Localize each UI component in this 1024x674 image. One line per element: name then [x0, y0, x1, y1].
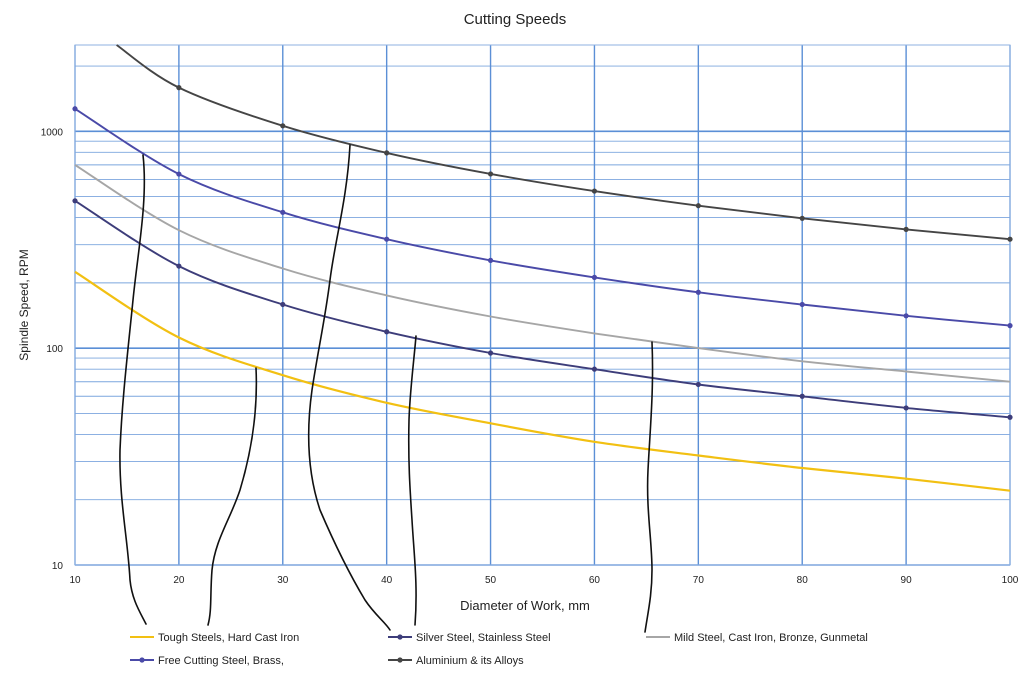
series-5-point: [487, 171, 494, 177]
legend-entry-label: Tough Steels, Hard Cast Iron: [158, 632, 299, 644]
x-tick-label: 100: [1002, 575, 1019, 586]
series-5-point: [1007, 236, 1013, 242]
series-4-point: [176, 171, 182, 177]
series-4-point: [591, 274, 598, 280]
series-2-point: [487, 350, 494, 356]
handwritten-annotations: [119, 144, 654, 633]
series-2-point: [695, 381, 701, 388]
x-tick-label: 50: [485, 575, 497, 586]
series-line-1: [74, 270, 1011, 492]
series-2-point: [1007, 414, 1013, 420]
series-5-point: [384, 150, 390, 156]
pen-annotation-stroke: [407, 335, 417, 626]
series-2-point: [72, 198, 78, 204]
legend: Tough Steels, Hard Cast Iron Silver Steel…: [130, 632, 868, 667]
x-tick-label: 30: [277, 575, 289, 586]
series-4-point: [384, 236, 390, 242]
series-line-3: [74, 164, 1011, 383]
pen-annotation-stroke: [644, 341, 654, 633]
series-line-5: [116, 44, 1011, 241]
pen-annotation-stroke: [307, 144, 391, 631]
y-axis-title: Spindle Speed, RPM: [17, 249, 31, 360]
y-tick-label: 1000: [41, 127, 64, 138]
x-tick-label: 90: [901, 575, 913, 586]
series-4-point: [280, 209, 286, 215]
series-5-point: [695, 203, 701, 209]
series-4-point: [799, 301, 805, 308]
chart-title: Cutting Speeds: [464, 11, 567, 28]
series-line-4: [74, 107, 1011, 327]
series-5-point: [903, 226, 909, 232]
x-tick-label: 60: [589, 575, 601, 586]
plot-area-border: [74, 44, 1011, 566]
series-lines: [72, 44, 1013, 492]
series-4-point: [695, 289, 701, 295]
series-line-2: [74, 199, 1011, 419]
series-2-point: [384, 329, 390, 335]
series-4-point: [903, 313, 909, 319]
series-5-point: [176, 85, 182, 91]
tick-labels: 10 20 30 40 50 60 70 80 90 100 10 100 1000: [41, 127, 1019, 586]
series-4-point: [1007, 323, 1013, 329]
x-tick-label: 20: [173, 575, 185, 586]
legend-entry-label: Silver Steel, Stainless Steel: [416, 632, 551, 644]
x-tick-label: 10: [69, 575, 81, 586]
x-axis-title: Diameter of Work, mm: [460, 598, 590, 613]
x-tick-label: 40: [381, 575, 393, 586]
legend-swatch-marker: [397, 657, 403, 663]
series-2-point: [799, 393, 805, 399]
series-5-point: [799, 215, 805, 221]
x-tick-label: 70: [693, 575, 705, 586]
y-tick-label: 100: [46, 344, 63, 355]
legend-swatch-marker: [139, 657, 145, 663]
grid: [74, 44, 1011, 566]
y-tick-label: 10: [52, 561, 64, 572]
series-2-point: [903, 405, 909, 411]
series-2-point: [176, 263, 182, 269]
pen-annotation-stroke: [119, 154, 147, 625]
legend-entry-label: Free Cutting Steel, Brass,: [158, 655, 284, 667]
series-4-point: [487, 257, 494, 263]
series-2-point: [591, 366, 598, 372]
pen-annotation-stroke: [207, 367, 258, 626]
series-2-point: [280, 301, 286, 308]
legend-entry-label: Aluminium & its Alloys: [416, 655, 524, 667]
series-4-point: [72, 106, 78, 112]
legend-entry-label: Mild Steel, Cast Iron, Bronze, Gunmetal: [674, 632, 868, 644]
series-5-point: [591, 188, 598, 194]
legend-swatch-marker: [397, 634, 403, 640]
x-tick-label: 80: [797, 575, 809, 586]
series-5-point: [280, 123, 286, 129]
